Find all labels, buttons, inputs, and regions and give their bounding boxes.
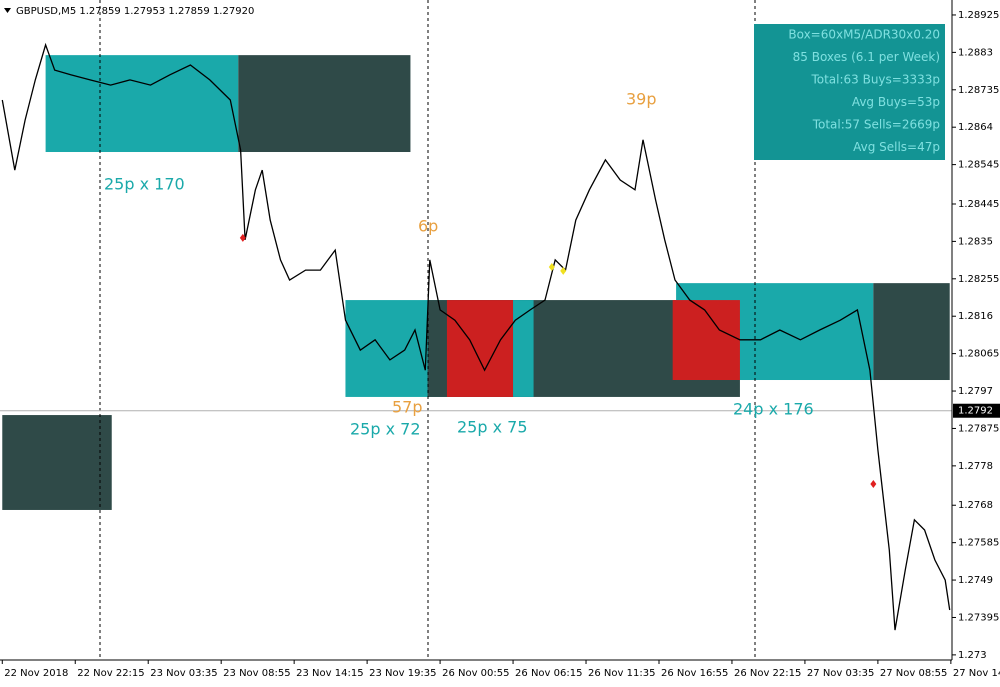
current-price-label: 1.2792 xyxy=(958,406,993,417)
y-tick-label: 1.2816 xyxy=(958,311,993,322)
x-tick-label: 23 Nov 14:15 xyxy=(296,668,363,679)
y-tick-label: 1.2883 xyxy=(958,47,993,58)
info-line: Avg Sells=47p xyxy=(853,140,940,154)
y-tick-label: 1.27875 xyxy=(958,423,999,434)
x-tick-label: 26 Nov 22:15 xyxy=(734,668,801,679)
y-tick-label: 1.28735 xyxy=(958,85,999,96)
box xyxy=(446,300,514,397)
annotation: 6p xyxy=(418,217,438,236)
y-tick-label: 1.28445 xyxy=(958,199,999,210)
price-line xyxy=(1,42,951,631)
signal-marker xyxy=(548,262,555,271)
signal-marker xyxy=(239,233,246,242)
signal-marker xyxy=(560,266,567,275)
box xyxy=(45,55,239,153)
y-tick-label: 1.2835 xyxy=(958,236,993,247)
y-tick-label: 1.2768 xyxy=(958,500,993,511)
annotation: 24p x 176 xyxy=(733,400,814,419)
chart-title: GBPUSD,M5 1.27859 1.27953 1.27859 1.2792… xyxy=(16,6,254,17)
annotation: 25p x 170 xyxy=(104,175,185,194)
x-tick-label: 22 Nov 2018 xyxy=(4,668,68,679)
info-line: Avg Buys=53p xyxy=(852,95,940,109)
box xyxy=(873,283,950,381)
y-tick-label: 1.273 xyxy=(958,650,987,661)
info-line: Box=60xM5/ADR30x0.20 xyxy=(788,28,940,42)
x-tick-label: 27 Nov 03:35 xyxy=(807,668,874,679)
menu-triangle[interactable] xyxy=(4,8,11,13)
box xyxy=(513,300,534,397)
x-tick-label: 22 Nov 22:15 xyxy=(77,668,144,679)
signal-marker xyxy=(870,479,877,488)
x-tick-label: 26 Nov 00:55 xyxy=(442,668,509,679)
y-tick-label: 1.2778 xyxy=(958,461,993,472)
current-price-tag xyxy=(953,403,1000,418)
annotation: 25p x 75 xyxy=(457,418,528,437)
x-tick-label: 26 Nov 06:15 xyxy=(515,668,582,679)
x-tick-label: 27 Nov 14 xyxy=(953,668,1000,679)
y-tick-label: 1.2864 xyxy=(958,122,993,133)
x-tick-label: 27 Nov 08:55 xyxy=(880,668,947,679)
y-tick-label: 1.28925 xyxy=(958,10,999,21)
x-tick-label: 26 Nov 11:35 xyxy=(588,668,655,679)
y-tick-label: 1.28545 xyxy=(958,160,999,171)
y-tick-label: 1.27585 xyxy=(958,538,999,549)
box xyxy=(238,55,411,153)
info-line: 85 Boxes (6.1 per Week) xyxy=(793,50,940,64)
annotation: 25p x 72 xyxy=(350,420,421,439)
x-tick-label: 23 Nov 03:35 xyxy=(150,668,217,679)
y-tick-label: 1.2797 xyxy=(958,386,993,397)
x-tick-label: 26 Nov 16:55 xyxy=(661,668,728,679)
y-tick-label: 1.28065 xyxy=(958,349,999,360)
x-tick-label: 23 Nov 19:35 xyxy=(369,668,436,679)
box xyxy=(672,300,740,381)
y-tick-label: 1.28255 xyxy=(958,274,999,285)
y-tick-label: 1.2749 xyxy=(958,575,993,586)
box xyxy=(2,415,112,510)
annotation: 39p xyxy=(626,90,657,109)
y-tick-label: 1.27395 xyxy=(958,612,999,623)
annotation: 57p xyxy=(392,398,423,417)
info-line: Total:57 Sells=2669p xyxy=(812,118,940,132)
info-line: Total:63 Buys=3333p xyxy=(810,73,940,87)
x-tick-label: 23 Nov 08:55 xyxy=(223,668,290,679)
info-panel xyxy=(754,24,945,160)
